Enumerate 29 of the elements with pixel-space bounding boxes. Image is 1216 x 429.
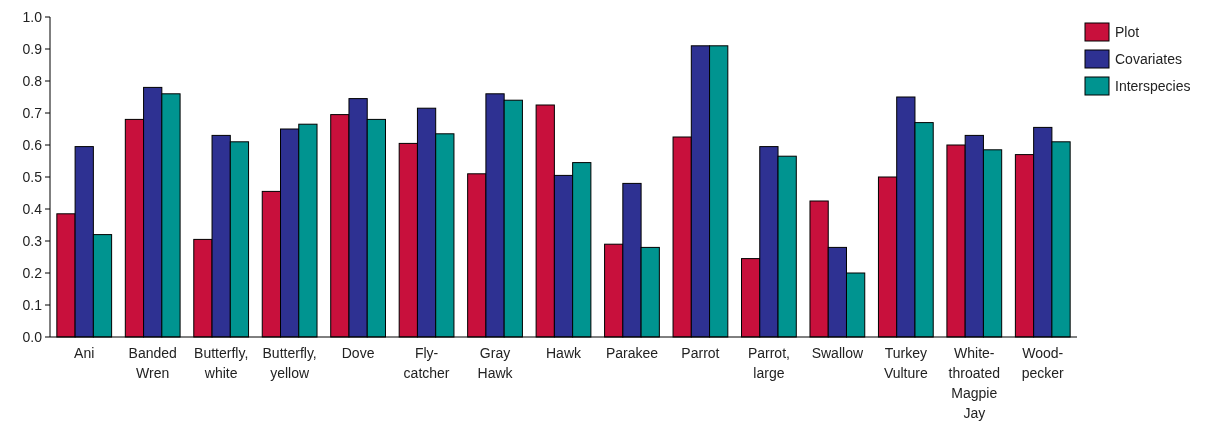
x-tick-label: Banded Wren [128, 345, 177, 381]
x-tick-label: Parrot, large [747, 345, 790, 381]
x-tick-label: Parakee [605, 345, 659, 361]
y-tick-label: 0.4 [22, 200, 43, 217]
legend-label: Covariates [1115, 50, 1182, 67]
x-tick-label: Gray Hawk [477, 345, 514, 381]
x-tick-label: Swallow [811, 345, 864, 361]
y-tick-label: 0.2 [22, 264, 43, 281]
y-tick-label: 0.9 [22, 40, 43, 57]
y-tick-label: 0.6 [22, 136, 43, 153]
y-tick-label: 0.7 [22, 104, 43, 121]
x-tick-label: Hawk [545, 345, 582, 361]
legend-label: Interspecies [1115, 77, 1191, 94]
y-tick-label: 0.5 [22, 168, 43, 185]
y-tick-label: 0.8 [22, 72, 43, 89]
x-tick-label: White-throated Magpie Jay [948, 345, 1000, 421]
x-tick-label: Ani [74, 345, 95, 361]
x-tick-label: Turkey Vulture [883, 345, 928, 381]
y-tick-label: 0.0 [22, 328, 43, 345]
x-tick-label: Fly-catcher [403, 345, 450, 381]
y-tick-label: 0.3 [22, 232, 43, 249]
x-tick-label: Butterfly, white [194, 345, 249, 381]
x-tick-label: Parrot [681, 345, 720, 361]
y-tick-label: 1.0 [22, 8, 43, 25]
x-tick-label: Dove [341, 345, 375, 361]
x-tick-label: Butterfly, yellow [262, 345, 317, 381]
y-tick-label: 0.1 [22, 296, 43, 313]
x-tick-label: Wood-pecker [1021, 345, 1065, 381]
legend-label: Plot [1115, 23, 1140, 40]
